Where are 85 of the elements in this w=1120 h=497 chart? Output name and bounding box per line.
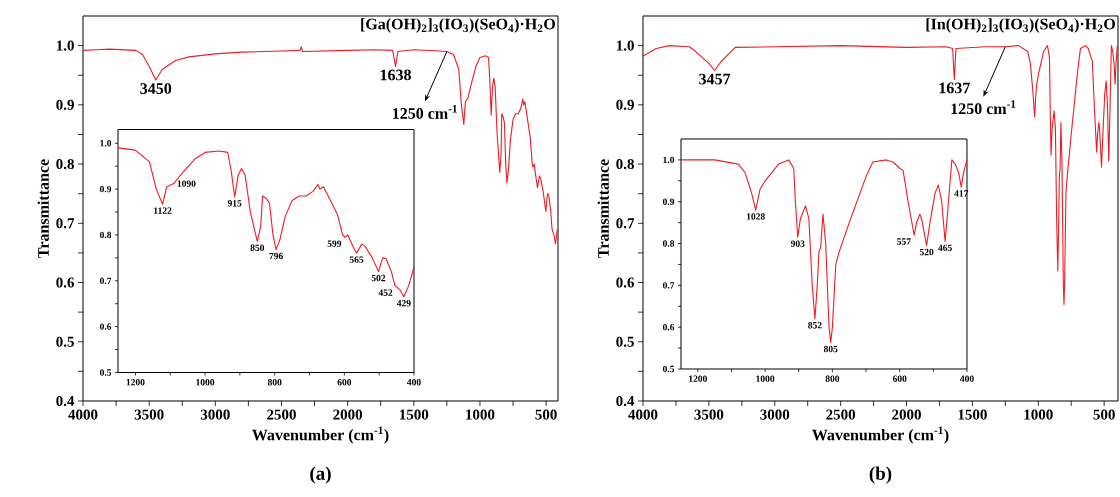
x-tick-label: 1200 — [126, 379, 145, 386]
annotation: 1028 — [746, 213, 765, 220]
x-tick-label: 1500 — [399, 409, 429, 420]
annotation: 3450 — [140, 83, 172, 94]
y-tick-label: 0.7 — [99, 277, 112, 285]
line-series — [642, 45, 1118, 305]
x-tick-label: 500 — [535, 409, 557, 420]
x-tick-label: 600 — [892, 375, 907, 382]
x-tick-label: 600 — [337, 379, 352, 386]
y-tick-label: 0.5 — [616, 336, 634, 347]
x-tick-label: 2000 — [892, 409, 921, 420]
chart-title: [In(OH)$_{2}$]$_{3}$(IO$_{3}$)(SeO$_{4}$)·H$_{2}$O — [926, 18, 1116, 33]
annotation: 599 — [327, 240, 342, 247]
annotation: 1250 cm$^{-1}$ — [951, 100, 1016, 115]
y-tick-label: 0.9 — [56, 99, 74, 110]
x-tick-label: 1000 — [1024, 409, 1053, 420]
x-tick-label: 2500 — [826, 409, 856, 420]
x-tick-label: 400 — [959, 375, 974, 382]
annotation: 502 — [371, 274, 386, 282]
x-tick-label: 4000 — [68, 409, 98, 420]
annotation: 429 — [396, 300, 411, 307]
annotation: 520 — [919, 248, 934, 256]
x-tick-label: 800 — [267, 379, 282, 386]
y-tick-label: 0.9 — [99, 185, 112, 193]
x-tick-label: 1000 — [466, 409, 495, 420]
y-tick-label: 1.0 — [100, 140, 112, 147]
y-tick-label: 0.6 — [99, 323, 112, 330]
x-tick-label: 500 — [1093, 409, 1115, 420]
y-axis-title: Transmittance — [597, 159, 609, 258]
annotation: 1637 — [939, 82, 970, 94]
annotation: 557 — [897, 238, 911, 245]
annotation: 850 — [250, 244, 265, 251]
y-tick-label: 0.5 — [662, 365, 675, 373]
y-tick-label: 0.5 — [56, 336, 74, 347]
x-tick-label: 1200 — [689, 375, 707, 382]
y-tick-label: 0.4 — [616, 395, 635, 407]
annotation: 796 — [269, 252, 283, 260]
y-tick-label: 0.5 — [99, 369, 112, 376]
annotation: 1638 — [380, 69, 411, 81]
x-tick-label: 400 — [406, 379, 421, 386]
y-tick-label: 0.6 — [662, 323, 675, 331]
y-tick-label: 1.0 — [56, 40, 74, 51]
annotation: 565 — [349, 256, 364, 263]
x-axis-title: Wavenumber (cm$^{-1}$) — [252, 426, 389, 444]
annotation: 452 — [378, 289, 393, 296]
y-tick-label: 0.8 — [662, 240, 675, 247]
y-tick-label: 0.6 — [56, 277, 75, 288]
annotation: 915 — [227, 200, 242, 207]
annotation: 1122 — [154, 207, 172, 214]
annotation: 852 — [808, 322, 822, 329]
y-tick-label: 0.7 — [56, 218, 75, 229]
x-tick-label: 3500 — [694, 409, 724, 420]
x-tick-label: 3000 — [760, 409, 790, 420]
y-tick-label: 0.7 — [662, 282, 675, 289]
y-tick-label: 0.6 — [616, 277, 635, 288]
x-tick-label: 2500 — [267, 409, 296, 420]
y-tick-label: 0.8 — [616, 158, 634, 170]
annotation: 3457 — [699, 73, 731, 85]
annotation: 805 — [823, 345, 838, 353]
annotation: 1250 cm$^{-1}$ — [393, 105, 457, 119]
x-tick-label: 2000 — [333, 409, 363, 420]
chart-title: [Ga(OH)$_{2}$]$_{3}$(IO$_{3}$)(SeO$_{4}$)·H$_{2}$O — [361, 18, 556, 33]
annotation: 417 — [954, 190, 969, 197]
y-tick-label: 0.8 — [99, 231, 112, 239]
x-tick-label: 3500 — [134, 409, 164, 420]
x-tick-label: 3000 — [200, 409, 230, 420]
y-tick-label: 0.8 — [56, 158, 74, 170]
x-tick-label: 4000 — [628, 409, 658, 420]
y-tick-label: 0.9 — [616, 99, 634, 110]
x-axis-title: Wavenumber (cm$^{-1}$) — [812, 426, 949, 444]
y-tick-label: 1.0 — [616, 40, 634, 51]
text: (b) — [869, 466, 892, 484]
y-axis-title: Transmittance — [37, 159, 49, 258]
y-tick-label: 0.7 — [616, 218, 635, 229]
text: (a) — [310, 466, 331, 484]
y-tick-label: 0.9 — [662, 198, 675, 205]
y-tick-label: 1.0 — [663, 156, 675, 164]
x-tick-label: 800 — [825, 375, 840, 382]
annotation: 903 — [790, 240, 805, 247]
x-tick-label: 1000 — [196, 379, 215, 386]
x-tick-label: 1500 — [958, 409, 987, 420]
annotation: 465 — [938, 244, 952, 252]
x-tick-label: 1000 — [756, 375, 775, 382]
y-tick-label: 0.4 — [56, 395, 75, 407]
annotation: 1090 — [177, 180, 196, 187]
